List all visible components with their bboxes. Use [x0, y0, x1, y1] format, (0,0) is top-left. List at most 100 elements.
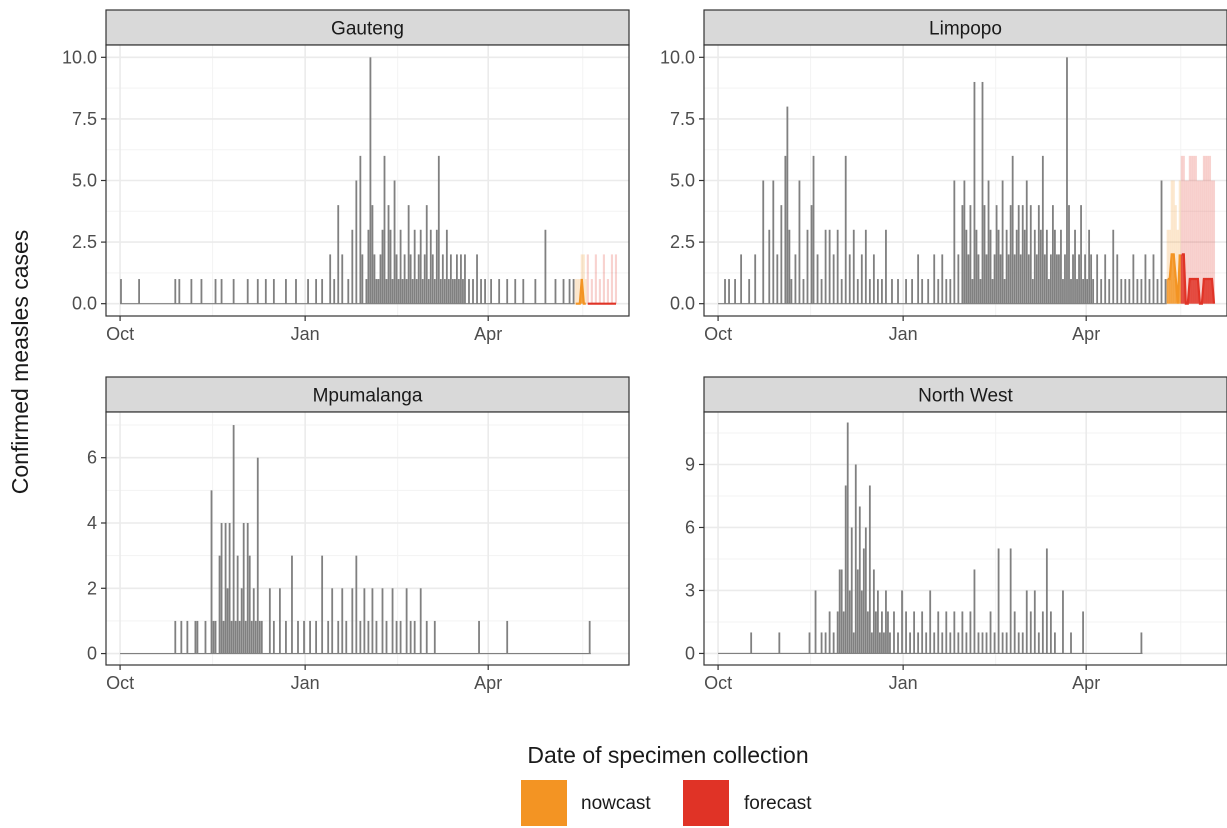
bar — [879, 632, 881, 654]
bar — [363, 588, 366, 654]
bar — [371, 588, 374, 654]
nowcast-interval — [1178, 180, 1181, 304]
x-tick-label: Apr — [1072, 673, 1100, 693]
bar — [1104, 254, 1107, 304]
bar — [234, 620, 237, 654]
bar — [836, 229, 839, 304]
forecast-median-line — [1181, 253, 1216, 305]
bar — [816, 254, 819, 304]
bar — [210, 490, 213, 654]
bar — [351, 229, 354, 304]
bar — [423, 254, 426, 304]
nowcast-median-bar — [1166, 279, 1169, 304]
bar — [828, 229, 831, 304]
bar — [405, 279, 408, 304]
bar — [246, 279, 249, 304]
bar — [806, 229, 809, 304]
bar — [345, 620, 348, 654]
bar — [383, 155, 386, 304]
legend-key-forecast — [683, 780, 729, 826]
bar — [842, 611, 845, 654]
bar — [929, 590, 932, 654]
bar — [449, 254, 452, 304]
bar — [949, 632, 952, 654]
bar — [341, 254, 344, 304]
panel-border-mpumalanga — [105, 411, 630, 666]
bar — [1049, 611, 1052, 654]
bar — [802, 279, 805, 304]
bar — [355, 555, 358, 654]
bar — [838, 569, 841, 654]
bar — [1096, 254, 1099, 304]
bar — [329, 254, 332, 304]
forecast-interval — [1190, 155, 1193, 304]
bar — [572, 279, 575, 304]
bar — [881, 611, 883, 654]
bar — [498, 279, 501, 304]
y-tick-label: 0.0 — [670, 294, 695, 314]
bar — [1037, 205, 1040, 304]
bar — [1001, 632, 1004, 654]
bar — [238, 620, 241, 654]
forecast-interval — [594, 254, 597, 304]
bar — [901, 590, 903, 654]
y-tick-label: 5.0 — [670, 171, 695, 191]
bar — [961, 205, 964, 304]
bar — [272, 279, 275, 304]
bar — [431, 254, 434, 304]
bar — [433, 620, 436, 654]
bar — [441, 254, 444, 304]
bar — [1023, 229, 1026, 304]
bar — [897, 279, 899, 304]
bar — [254, 620, 257, 654]
bar — [917, 254, 920, 304]
facet-strip-north-west — [703, 376, 1227, 413]
nowcast-median-line — [1167, 253, 1181, 304]
y-tick-label: 5.0 — [72, 171, 97, 191]
bar — [1041, 155, 1044, 304]
bar — [1082, 279, 1084, 304]
bar — [1160, 180, 1163, 304]
bar — [772, 180, 775, 304]
bar — [824, 229, 827, 304]
bar — [850, 527, 853, 654]
bar — [1013, 611, 1016, 654]
panel-border-gauteng — [105, 44, 630, 317]
bar — [413, 620, 416, 654]
bar — [874, 611, 877, 654]
bar — [429, 229, 432, 304]
bar — [174, 279, 177, 304]
bar — [381, 229, 384, 304]
y-tick-label: 10.0 — [660, 47, 695, 67]
forecast-median-bar — [1192, 279, 1195, 304]
nowcast-interval — [1166, 229, 1169, 304]
bar — [385, 620, 388, 654]
y-tick-label: 0.0 — [72, 294, 97, 314]
bar — [365, 279, 368, 304]
legend-label-forecast: forecast — [744, 793, 812, 814]
bar — [407, 205, 410, 304]
bar — [953, 611, 956, 654]
bar — [979, 279, 982, 304]
bar — [762, 180, 765, 304]
bar — [911, 279, 913, 304]
bar — [138, 279, 140, 304]
bar — [413, 229, 416, 304]
bar — [421, 279, 424, 304]
bar — [1062, 279, 1064, 304]
bar — [395, 254, 398, 304]
nowcast-interval — [584, 279, 587, 304]
bar — [991, 279, 994, 304]
bar — [174, 620, 177, 654]
bar — [200, 279, 203, 304]
bar — [891, 279, 893, 304]
bar — [285, 620, 287, 654]
forecast-interval — [602, 254, 605, 304]
bar — [1066, 57, 1068, 304]
bar — [1120, 279, 1123, 304]
bar — [1092, 279, 1095, 304]
bar — [1025, 590, 1028, 654]
bar — [1039, 229, 1042, 304]
bar — [963, 180, 966, 304]
bar — [798, 180, 801, 304]
